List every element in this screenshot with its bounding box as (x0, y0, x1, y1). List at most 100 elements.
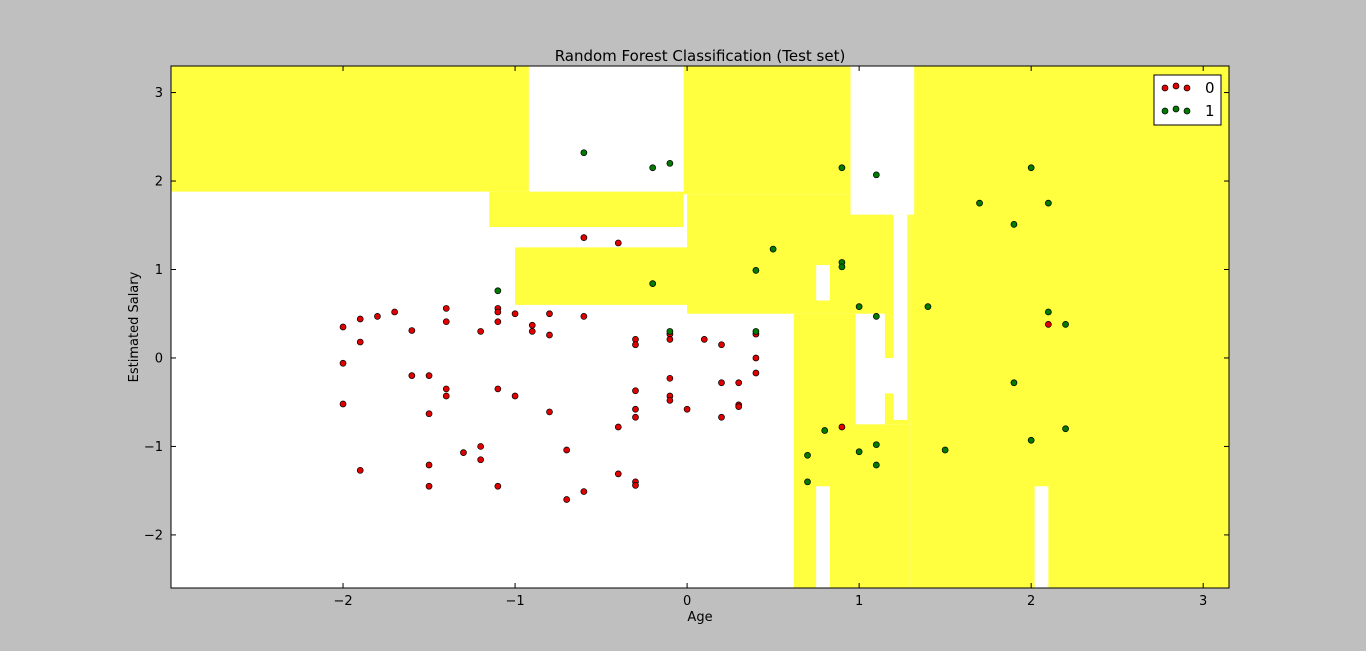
point-class-0 (356, 466, 364, 474)
point-class-1 (838, 263, 846, 271)
point-class-0 (339, 323, 347, 331)
point-class-0 (614, 239, 622, 247)
scatter-points (339, 149, 1069, 503)
y-tick-label: 2 (155, 175, 163, 190)
point-class-0 (752, 354, 760, 362)
point-class-1 (821, 427, 829, 434)
point-class-0 (356, 338, 364, 346)
point-class-0 (546, 310, 553, 318)
legend-label-0: 0 (1205, 79, 1215, 97)
legend-marker-1 (1161, 107, 1169, 115)
region-class-1 (171, 66, 529, 192)
point-class-1 (752, 328, 760, 335)
point-class-0 (425, 461, 433, 469)
point-class-0 (425, 482, 433, 490)
point-class-0 (752, 369, 760, 377)
point-class-0 (460, 449, 467, 456)
point-class-0 (632, 413, 639, 421)
decision-regions (171, 66, 1229, 588)
y-tick-label: 0 (155, 351, 163, 366)
point-class-0 (563, 446, 571, 454)
y-axis: −2 −1 0 1 2 3 (144, 86, 1229, 543)
point-class-0 (442, 305, 450, 312)
x-tick-label: 2 (1027, 594, 1035, 609)
legend-marker-1 (1183, 107, 1191, 115)
point-class-0 (683, 405, 691, 413)
legend-marker-0 (1172, 82, 1180, 90)
point-class-0 (374, 313, 381, 320)
point-class-0 (546, 408, 553, 416)
point-class-1 (649, 164, 657, 172)
x-axis-label: Age (687, 610, 712, 625)
point-class-0 (666, 374, 674, 382)
point-class-0 (666, 336, 674, 343)
point-class-0 (528, 321, 536, 329)
point-class-1 (494, 287, 502, 295)
point-class-0 (666, 397, 674, 404)
point-class-0 (718, 379, 725, 387)
point-class-1 (924, 303, 932, 311)
point-class-1 (976, 199, 983, 207)
legend-entries: 01 (1161, 79, 1215, 120)
point-class-0 (614, 470, 622, 478)
x-tick-label: −2 (333, 594, 352, 609)
point-class-1 (804, 478, 811, 486)
legend: 01 (1153, 74, 1222, 126)
point-class-0 (735, 403, 743, 410)
legend-marker-0 (1161, 84, 1169, 92)
point-class-0 (442, 318, 450, 326)
region-class-0 (816, 265, 830, 301)
y-tick-label: 1 (155, 263, 163, 278)
point-class-0 (838, 423, 846, 431)
point-class-0 (494, 482, 502, 490)
plot-area (171, 66, 1229, 588)
point-class-0 (477, 456, 485, 464)
point-class-0 (632, 405, 639, 413)
point-class-1 (580, 149, 588, 157)
legend-label-1: 1 (1205, 102, 1215, 120)
point-class-0 (511, 392, 519, 400)
point-class-0 (632, 482, 639, 489)
point-class-1 (872, 461, 880, 469)
point-class-1 (666, 159, 674, 167)
point-class-0 (408, 327, 416, 334)
region-class-1 (910, 66, 1229, 588)
y-tick-label: −2 (144, 528, 163, 543)
point-class-1 (872, 313, 880, 320)
point-class-0 (580, 313, 588, 320)
point-class-0 (632, 341, 639, 349)
point-class-0 (339, 359, 347, 367)
y-tick-label: −1 (144, 440, 163, 455)
plot-frame (170, 65, 1230, 589)
point-class-1 (1062, 320, 1069, 328)
point-class-1 (804, 451, 811, 459)
region-class-0 (816, 486, 830, 588)
region-class-1 (829, 424, 911, 588)
y-tick-label: 3 (155, 86, 163, 101)
region-class-1 (489, 191, 684, 228)
point-class-1 (941, 446, 949, 454)
x-tick-label: 1 (855, 594, 863, 609)
region-class-0 (850, 66, 915, 215)
point-class-1 (855, 303, 863, 311)
region-class-0 (893, 214, 908, 420)
point-class-0 (718, 413, 725, 421)
chart-title: Random Forest Classification (Test set) (555, 47, 846, 65)
region-class-1 (683, 66, 851, 195)
x-tick-label: 0 (683, 594, 691, 609)
point-class-1 (838, 164, 846, 172)
point-class-1 (649, 280, 657, 287)
point-class-0 (546, 331, 553, 339)
region-class-0 (1034, 486, 1049, 588)
point-class-1 (1010, 379, 1018, 387)
point-class-1 (1027, 436, 1035, 444)
point-class-0 (718, 341, 725, 349)
point-class-0 (356, 315, 364, 323)
point-class-0 (580, 488, 588, 495)
point-class-1 (872, 171, 880, 179)
point-class-0 (425, 372, 433, 380)
legend-marker-1 (1172, 105, 1180, 113)
point-class-1 (752, 267, 760, 274)
region-class-0 (859, 357, 894, 394)
